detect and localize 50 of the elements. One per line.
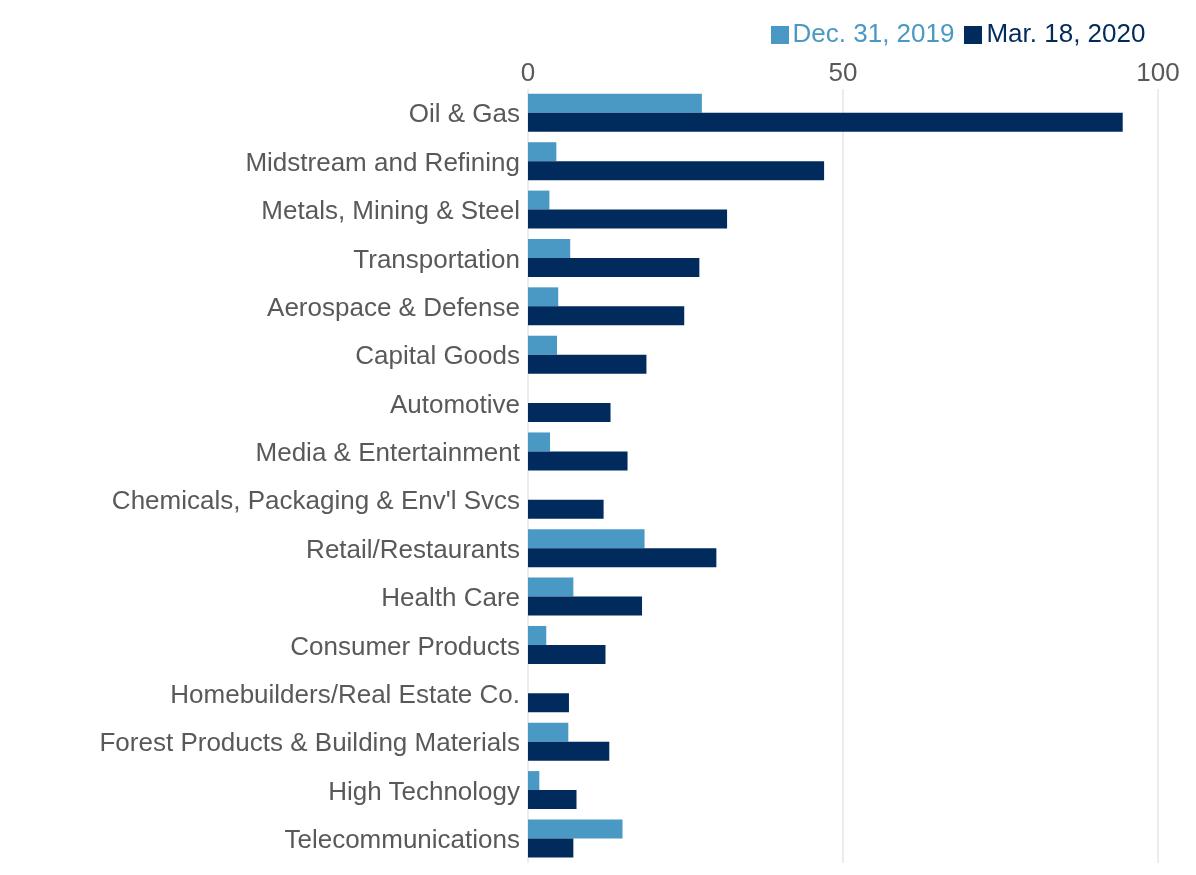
- bar: [528, 432, 551, 452]
- bar: [528, 838, 574, 858]
- bar: [528, 790, 577, 810]
- bar: [528, 644, 606, 664]
- y-tick-label: Chemicals, Packaging & Env'l Svcs: [111, 485, 520, 516]
- y-tick-label: Midstream and Refining: [245, 146, 520, 177]
- bar: [528, 257, 700, 277]
- bar: [528, 548, 717, 568]
- y-tick-label: Homebuilders/Real Estate Co.: [170, 678, 520, 709]
- bar: [528, 577, 574, 597]
- bar: [528, 190, 550, 210]
- bar: [528, 771, 540, 791]
- bar: [528, 287, 559, 307]
- bar: [528, 451, 628, 471]
- bar: [528, 819, 623, 839]
- bar: [528, 93, 702, 113]
- x-tick-label: 100: [1136, 57, 1180, 87]
- y-tick-label: Aerospace & Defense: [267, 291, 520, 322]
- x-tick-label: 0: [520, 57, 536, 87]
- y-tick-label: Retail/Restaurants: [306, 533, 520, 564]
- y-tick-label: Telecommunications: [284, 824, 520, 855]
- bar: [528, 722, 569, 742]
- bar: [528, 306, 685, 326]
- bar: [528, 112, 1123, 132]
- bar: [528, 625, 547, 645]
- bar: [528, 499, 604, 519]
- bar: [528, 741, 610, 761]
- bar: [528, 161, 825, 181]
- y-tick-label: Media & Entertainment: [255, 437, 521, 468]
- y-tick-label: Health Care: [381, 582, 520, 613]
- legend-label: Mar. 18, 2020: [986, 18, 1146, 48]
- bar: [528, 238, 571, 258]
- y-tick-label: Capital Goods: [355, 340, 520, 371]
- y-tick-label: Transportation: [353, 243, 520, 274]
- bar: [528, 142, 557, 162]
- x-tick-label: 50: [828, 57, 858, 87]
- bar: [528, 354, 647, 374]
- legend-label: Dec. 31, 2019: [792, 18, 955, 48]
- y-tick-label: Automotive: [389, 388, 520, 419]
- bar: [528, 403, 611, 423]
- y-tick-label: Forest Products & Building Materials: [99, 727, 520, 758]
- bar: [528, 209, 728, 229]
- bar: [528, 693, 569, 713]
- y-tick-label: High Technology: [328, 775, 520, 806]
- y-tick-label: Oil & Gas: [408, 98, 520, 129]
- y-tick-label: Metals, Mining & Steel: [261, 195, 520, 226]
- bar: [528, 529, 645, 549]
- y-tick-label: Consumer Products: [290, 630, 520, 661]
- bar: [528, 596, 643, 616]
- bar: [528, 335, 557, 355]
